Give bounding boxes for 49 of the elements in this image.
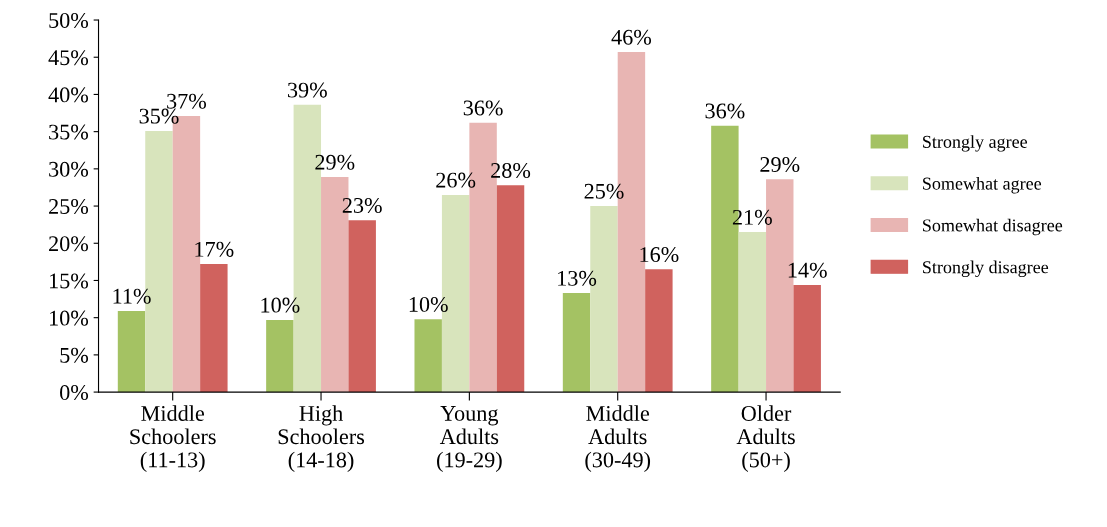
legend-label: Somewhat agree (923, 176, 1042, 194)
bar (117, 310, 146, 393)
y-tick-label: 25% (49, 198, 89, 215)
data-label: 23% (342, 197, 382, 213)
bar (200, 264, 228, 393)
bar (496, 185, 525, 393)
data-label: 36% (463, 100, 503, 116)
x-tick-label: Young Adults (19-29) (437, 406, 502, 472)
bar (348, 220, 376, 393)
y-tick-label: 50% (49, 12, 89, 29)
y-tick-label: 0% (60, 385, 89, 401)
data-label: 39% (288, 82, 327, 98)
data-label: 35% (139, 108, 179, 124)
bar (738, 232, 767, 393)
data-label: 17% (195, 241, 234, 257)
y-tick-label: 20% (49, 236, 89, 252)
y-tick-label: 35% (49, 124, 89, 140)
data-label: 29% (760, 156, 800, 173)
data-label: 36% (705, 103, 745, 119)
bar (266, 319, 294, 393)
data-label: 26% (436, 172, 476, 188)
bar (645, 269, 673, 393)
y-tick-label: 30% (49, 161, 89, 177)
data-label: 10% (409, 296, 448, 312)
legend-label: Somewhat disagree (923, 218, 1063, 236)
data-label: 16% (640, 247, 679, 263)
x-tick-label: Middle Adults (30-49) (585, 405, 651, 472)
data-label: 10% (261, 297, 300, 313)
data-label: 25% (584, 183, 624, 199)
bar (793, 284, 821, 393)
y-tick-label: 40% (48, 87, 89, 103)
legend-label: Strongly agree (923, 135, 1028, 152)
data-label: 29% (315, 154, 355, 170)
y-tick-label: 45% (48, 50, 89, 66)
data-label: 13% (558, 270, 597, 286)
y-tick-label: 10% (50, 310, 89, 326)
data-label: 46% (611, 29, 652, 45)
bar (414, 319, 442, 393)
x-tick-label: Middle Schoolers (11-13) (130, 405, 216, 472)
data-label: 28% (491, 162, 531, 178)
data-label: 37% (167, 93, 207, 109)
x-tick-label: High Schoolers (14-18) (278, 405, 365, 472)
y-tick-label: 15% (50, 273, 89, 289)
data-label: 14% (788, 262, 827, 278)
legend-label: Strongly disagree (923, 260, 1049, 278)
bar (562, 293, 591, 393)
x-tick-label: Older Adults (50+) (736, 405, 795, 472)
y-tick-label: 5% (60, 347, 89, 363)
data-label: 11% (113, 288, 151, 304)
